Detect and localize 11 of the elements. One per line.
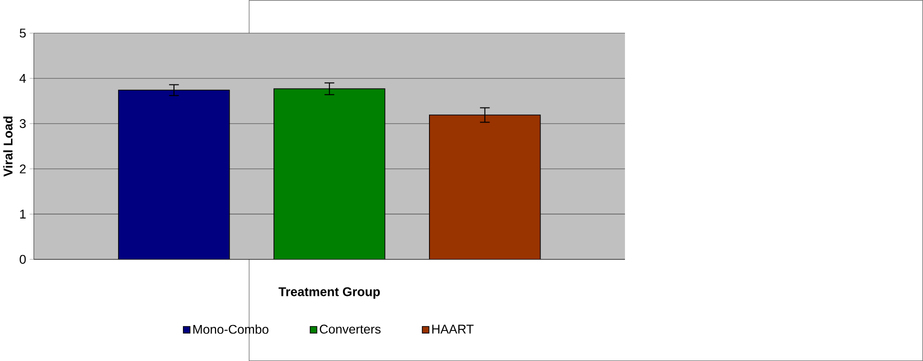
legend-label: HAART [432, 324, 474, 334]
x-axis-title: Treatment Group [278, 287, 380, 299]
y-tick-label: 5 [20, 28, 26, 38]
y-tick-label: 1 [20, 210, 26, 218]
y-tick-label: 0 [20, 254, 26, 264]
y-axis-title: Viral Load [3, 116, 13, 177]
y-tick-label: 2 [20, 164, 26, 174]
y-tick-label: 4 [20, 74, 26, 83]
legend-label: Mono-Combo [193, 324, 268, 334]
legend-label: Converters [320, 324, 381, 334]
y-tick-label: 3 [20, 119, 26, 128]
